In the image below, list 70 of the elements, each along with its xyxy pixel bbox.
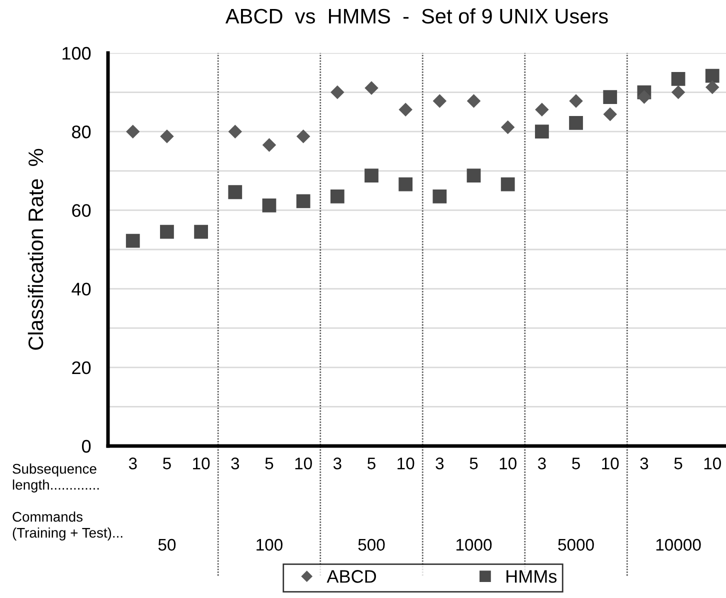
y-tick-label: 40: [72, 282, 91, 296]
point: [194, 224, 208, 239]
point: [466, 168, 481, 183]
point: [160, 130, 174, 143]
y-tick-label: 80: [72, 126, 91, 138]
y-tick-label: 100: [62, 46, 91, 60]
point: [228, 125, 242, 138]
x-tick-label: 3: [128, 458, 137, 470]
point: [296, 130, 310, 143]
point: [604, 108, 617, 121]
point: [603, 90, 618, 104]
point: [569, 116, 583, 130]
y-tick-label: 60: [72, 204, 91, 217]
text: Commands (Training + Test)...: [12, 512, 122, 540]
point: [535, 103, 549, 116]
y-axis-title: Classification Rate %: [28, 148, 44, 350]
text: 500: [358, 538, 385, 551]
y-tick-label: 0: [82, 440, 91, 453]
x-tick-label: 3: [231, 458, 240, 470]
point: [364, 81, 378, 95]
point: [160, 224, 174, 239]
x-tick-label: 10: [295, 458, 312, 470]
point: [569, 94, 583, 108]
point: [330, 190, 344, 204]
x-tick-label: 10: [704, 458, 721, 470]
x-tick-label: 5: [470, 458, 478, 470]
legend-label: HMMs: [506, 570, 557, 583]
point: [262, 198, 276, 212]
point: [500, 177, 515, 192]
x-tick-label: 10: [193, 458, 210, 470]
x-tick-label: 10: [500, 458, 516, 470]
text: 1000: [456, 538, 492, 551]
text: 100: [256, 538, 282, 551]
text: 10000: [656, 538, 701, 551]
x-tick-label: 5: [163, 458, 171, 470]
point: [364, 168, 378, 183]
text: Subsequence length.............: [12, 464, 99, 492]
legend-label: ABCD: [326, 570, 376, 583]
point: [534, 124, 549, 139]
point: [705, 68, 720, 83]
point: [126, 125, 140, 138]
x-tick-label: 5: [265, 458, 274, 470]
chart-title: ABCD vs HMMS - Set of 9 UNIX Users: [225, 8, 608, 24]
text: 5000: [558, 538, 594, 551]
point: [296, 194, 310, 208]
x-tick-label: 10: [602, 458, 619, 470]
point: [671, 72, 686, 86]
point: [398, 177, 413, 192]
point: [467, 94, 480, 108]
x-tick-label: 10: [398, 458, 414, 470]
y-tick-label: 20: [72, 361, 91, 374]
point: [228, 185, 242, 200]
x-tick-label: 3: [640, 458, 648, 470]
x-tick-label: 5: [674, 458, 682, 470]
point: [262, 138, 276, 152]
x-tick-label: 3: [333, 458, 342, 470]
x-tick-label: 5: [572, 458, 580, 470]
point: [432, 190, 447, 204]
point: [501, 120, 514, 134]
x-tick-label: 3: [538, 458, 546, 470]
point: [638, 90, 651, 104]
point: [706, 80, 719, 94]
point: [126, 234, 140, 248]
text: 50: [158, 538, 176, 551]
point: [672, 86, 685, 99]
point: [433, 94, 446, 108]
point: [398, 103, 412, 116]
point: [330, 86, 344, 99]
x-tick-label: 5: [368, 458, 376, 470]
x-tick-label: 3: [436, 458, 444, 470]
